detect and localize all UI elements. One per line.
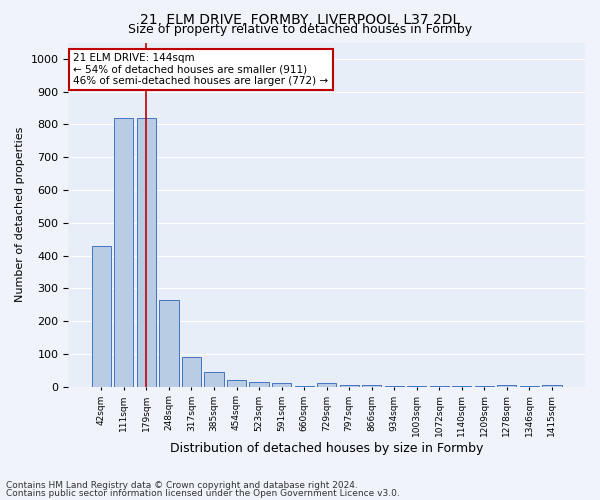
Bar — [137, 118, 156, 386]
Bar — [114, 118, 133, 386]
Bar — [250, 382, 269, 386]
Bar — [205, 372, 224, 386]
Bar — [272, 384, 291, 386]
Text: 21, ELM DRIVE, FORMBY, LIVERPOOL, L37 2DL: 21, ELM DRIVE, FORMBY, LIVERPOOL, L37 2D… — [140, 12, 460, 26]
Text: Size of property relative to detached houses in Formby: Size of property relative to detached ho… — [128, 22, 472, 36]
X-axis label: Distribution of detached houses by size in Formby: Distribution of detached houses by size … — [170, 442, 484, 455]
Bar — [227, 380, 246, 386]
Text: Contains public sector information licensed under the Open Government Licence v3: Contains public sector information licen… — [6, 488, 400, 498]
Text: 21 ELM DRIVE: 144sqm
← 54% of detached houses are smaller (911)
46% of semi-deta: 21 ELM DRIVE: 144sqm ← 54% of detached h… — [73, 53, 329, 86]
Y-axis label: Number of detached properties: Number of detached properties — [15, 127, 25, 302]
Bar — [92, 246, 111, 386]
Text: Contains HM Land Registry data © Crown copyright and database right 2024.: Contains HM Land Registry data © Crown c… — [6, 481, 358, 490]
Bar — [497, 385, 517, 386]
Bar — [542, 385, 562, 386]
Bar — [362, 385, 381, 386]
Bar — [182, 357, 201, 386]
Bar — [317, 384, 336, 386]
Bar — [340, 385, 359, 386]
Bar — [160, 300, 179, 386]
